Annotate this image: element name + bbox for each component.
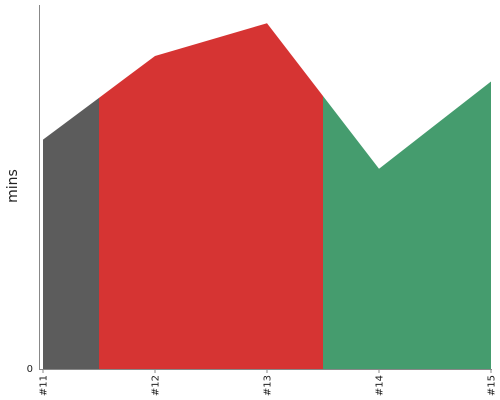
- y-ticks: 0: [27, 364, 33, 375]
- x-tick-label: #13: [263, 375, 274, 396]
- area-segment-1: [99, 23, 323, 369]
- area-segment-2: [323, 81, 491, 369]
- x-tick-label: #11: [39, 375, 50, 396]
- x-tick-label: #12: [151, 375, 162, 396]
- area-segment-0: [43, 97, 99, 369]
- area-segments: [43, 23, 491, 369]
- y-axis-title: mins: [5, 169, 21, 203]
- x-tick-label: #15: [487, 375, 498, 396]
- y-tick-label: 0: [27, 364, 33, 375]
- x-tick-label: #14: [375, 375, 386, 396]
- x-ticks: #11 #12 #13 #14 #15: [39, 369, 498, 396]
